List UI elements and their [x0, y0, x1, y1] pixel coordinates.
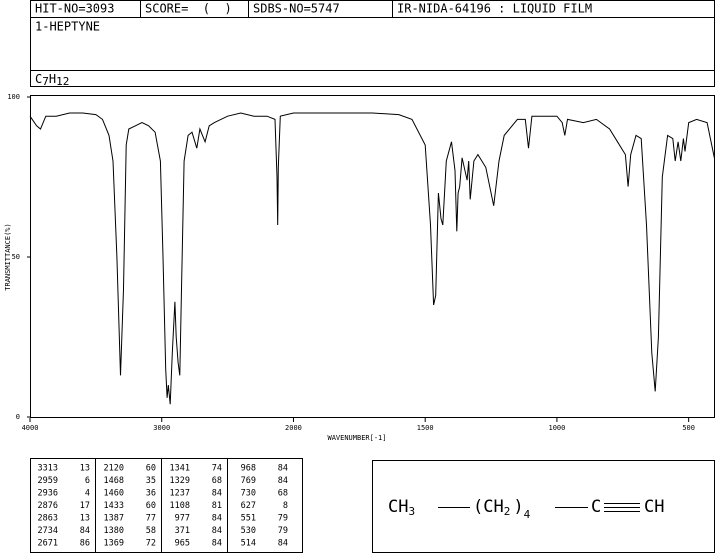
peak-transmittance: 84: [212, 514, 222, 524]
peak-transmittance: 35: [146, 476, 156, 486]
peak-transmittance: 36: [146, 489, 156, 499]
peak-wavenumber: 730: [241, 489, 256, 499]
peak-transmittance: 6: [85, 476, 90, 486]
y-axis-label: TRANSMITTANCE(%): [4, 223, 12, 290]
peak-transmittance: 79: [278, 526, 288, 536]
peak-wavenumber: 514: [241, 539, 256, 549]
peak-wavenumber: 1468: [104, 476, 124, 486]
peak-wavenumber: 968: [241, 464, 256, 474]
peak-transmittance: 81: [212, 501, 222, 511]
y-tick-label: 100: [7, 93, 20, 101]
peak-wavenumber: 1460: [104, 489, 124, 499]
peak-wavenumber: 2863: [38, 514, 58, 524]
peak-transmittance: 79: [278, 514, 288, 524]
header-box: [30, 0, 715, 87]
peak-wavenumber: 530: [241, 526, 256, 536]
peak-wavenumber: 2936: [38, 489, 58, 499]
peak-wavenumber: 3313: [38, 464, 58, 474]
peak-wavenumber: 627: [241, 501, 256, 511]
peak-transmittance: 60: [146, 501, 156, 511]
peak-wavenumber: 2734: [38, 526, 58, 536]
peak-transmittance: 13: [80, 514, 90, 524]
structure: CH3 (CH2)4 C CH: [388, 497, 664, 521]
structure-part: (CH: [473, 497, 504, 517]
x-tick-label: 4000: [22, 424, 39, 432]
formula-part: H: [49, 72, 56, 86]
peak-wavenumber: 2959: [38, 476, 58, 486]
peak-transmittance: 74: [212, 464, 222, 474]
peak-transmittance: 84: [278, 476, 288, 486]
peak-transmittance: 84: [212, 526, 222, 536]
structure-sub: 3: [408, 505, 415, 518]
peak-transmittance: 77: [146, 514, 156, 524]
peak-wavenumber: 977: [175, 514, 190, 524]
formula-sub: 7: [42, 75, 49, 88]
x-tick-label: 3000: [153, 424, 170, 432]
sdbs-no: SDBS-NO=5747: [253, 2, 340, 16]
peak-wavenumber: 2671: [38, 539, 58, 549]
structure-sub: 4: [524, 508, 531, 521]
peak-transmittance: 58: [146, 526, 156, 536]
peak-transmittance: 13: [80, 464, 90, 474]
peak-transmittance: 84: [212, 539, 222, 549]
score: SCORE= ( ): [145, 2, 232, 16]
peak-transmittance: 68: [212, 476, 222, 486]
peak-transmittance: 84: [278, 464, 288, 474]
peak-transmittance: 84: [80, 526, 90, 536]
y-tick-label: 50: [12, 253, 20, 261]
spectrum-line: [29, 112, 715, 405]
peak-transmittance: 4: [85, 489, 90, 499]
structure-sub: 2: [504, 505, 511, 518]
peak-wavenumber: 371: [175, 526, 190, 536]
peak-transmittance: 60: [146, 464, 156, 474]
peak-transmittance: 8: [283, 501, 288, 511]
y-tick-label: 0: [16, 413, 20, 421]
peak-transmittance: 84: [278, 539, 288, 549]
structure-part: CH3: [388, 497, 415, 518]
peak-wavenumber: 1387: [104, 514, 124, 524]
peak-wavenumber: 1433: [104, 501, 124, 511]
structure-part: CH: [388, 497, 408, 517]
x-tick-label: 1000: [548, 424, 565, 432]
peak-wavenumber: 551: [241, 514, 256, 524]
method: IR-NIDA-64196 : LIQUID FILM: [397, 2, 592, 16]
structure-part: C: [591, 497, 601, 517]
peak-wavenumber: 1369: [104, 539, 124, 549]
x-tick-label: 1500: [417, 424, 434, 432]
peak-transmittance: 17: [80, 501, 90, 511]
formula-sub: 12: [56, 75, 69, 88]
triple-bond: [604, 503, 640, 512]
structure-part: ): [513, 497, 523, 517]
peak-wavenumber: 1237: [170, 489, 190, 499]
peak-wavenumber: 1329: [170, 476, 190, 486]
frames: [30, 0, 715, 553]
plot-frame: [30, 95, 715, 418]
peak-wavenumber: 1341: [170, 464, 190, 474]
x-tick-label: 500: [682, 424, 695, 432]
peak-wavenumber: 769: [241, 476, 256, 486]
peak-transmittance: 68: [278, 489, 288, 499]
peak-wavenumber: 2120: [104, 464, 124, 474]
structure-part: CH: [644, 497, 664, 517]
x-axis-label: WAVENUMBER[-1]: [327, 434, 386, 442]
x-tick-label: 2000: [285, 424, 302, 432]
peak-wavenumber: 2876: [38, 501, 58, 511]
formula: C7H12: [35, 72, 69, 89]
peak-transmittance: 72: [146, 539, 156, 549]
peak-wavenumber: 965: [175, 539, 190, 549]
peak-transmittance: 84: [212, 489, 222, 499]
peak-table-box: [30, 458, 303, 553]
peak-wavenumber: 1108: [170, 501, 190, 511]
peak-wavenumber: 1380: [104, 526, 124, 536]
formula-part: C: [35, 72, 42, 86]
structure-part: (CH2)4: [473, 497, 531, 521]
hit-no: HIT-NO=3093: [35, 2, 114, 16]
compound-name: 1-HEPTYNE: [35, 20, 100, 34]
peak-transmittance: 86: [80, 539, 90, 549]
